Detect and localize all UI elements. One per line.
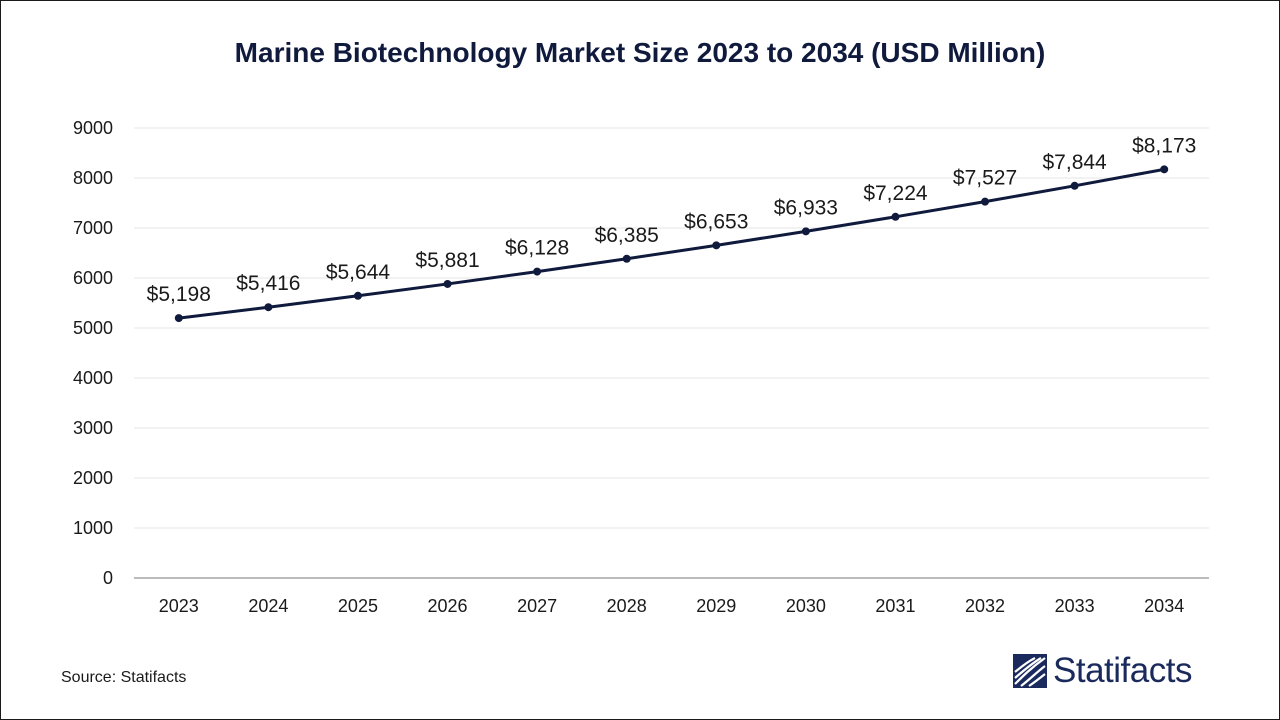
x-tick-label: 2032: [965, 596, 1005, 616]
x-axis: 2023 2024 2025 2026 2027 2028 2029 2030 2031 2032…: [134, 577, 1209, 616]
y-tick-label: 9000: [73, 118, 113, 138]
x-tick-label: 2028: [607, 596, 647, 616]
statifacts-logo: Statifacts: [1013, 651, 1192, 691]
logo-text: Statifacts: [1053, 651, 1192, 690]
x-tick-label: 2024: [248, 596, 288, 616]
y-tick-label: 4000: [73, 368, 113, 388]
y-tick-label: 2000: [73, 468, 113, 488]
data-point: [533, 267, 542, 276]
data-label: $8,173: [1132, 134, 1196, 157]
data-labels: $5,198 $5,416 $5,644 $5,881 $6,128 $6,385 $6,6…: [147, 134, 1197, 306]
y-tick-label: 8000: [73, 168, 113, 188]
y-tick-label: 0: [103, 568, 113, 588]
chart-title: Marine Biotechnology Market Size 2023 to…: [234, 37, 1046, 68]
y-axis: 0 1000 2000 3000 4000 5000 6000 7000 8000 9000: [73, 118, 113, 588]
x-tick-label: 2029: [696, 596, 736, 616]
data-point: [1070, 181, 1079, 190]
data-label: $5,416: [236, 272, 300, 295]
y-tick-label: 6000: [73, 268, 113, 288]
data-label: $6,933: [774, 196, 838, 219]
gridlines: [134, 127, 1209, 529]
data-point: [891, 212, 900, 221]
y-tick-label: 5000: [73, 318, 113, 338]
x-tick-label: 2026: [428, 596, 468, 616]
y-tick-label: 3000: [73, 418, 113, 438]
series-polyline: [178, 167, 1165, 320]
data-label: $6,385: [595, 224, 659, 247]
x-tick-label: 2031: [875, 596, 915, 616]
data-point: [353, 291, 362, 300]
data-point: [712, 241, 721, 250]
data-label: $6,128: [505, 237, 569, 260]
data-point: [1160, 165, 1169, 174]
data-label: $6,653: [684, 210, 748, 233]
x-tick-label: 2025: [338, 596, 378, 616]
x-tick-label: 2027: [517, 596, 557, 616]
data-point: [443, 279, 452, 288]
data-point: [174, 314, 183, 323]
series-line: [174, 165, 1169, 323]
source-note: Source: Statifacts: [61, 669, 187, 686]
data-point: [801, 227, 810, 236]
data-point: [981, 197, 990, 206]
data-label: $7,527: [953, 167, 1017, 190]
x-tick-label: 2034: [1144, 596, 1184, 616]
data-label: $7,224: [863, 182, 928, 205]
data-label: $5,644: [326, 261, 391, 284]
data-label: $5,198: [147, 283, 211, 306]
y-tick-label: 7000: [73, 218, 113, 238]
statifacts-logo-icon: [1013, 654, 1047, 688]
data-point: [264, 303, 273, 312]
x-tick-label: 2033: [1055, 596, 1095, 616]
data-label: $7,844: [1043, 151, 1108, 174]
data-label: $5,881: [415, 249, 479, 272]
x-tick-label: 2030: [786, 596, 826, 616]
x-tick-label: 2023: [159, 596, 199, 616]
y-tick-label: 1000: [73, 518, 113, 538]
data-point: [622, 254, 631, 263]
